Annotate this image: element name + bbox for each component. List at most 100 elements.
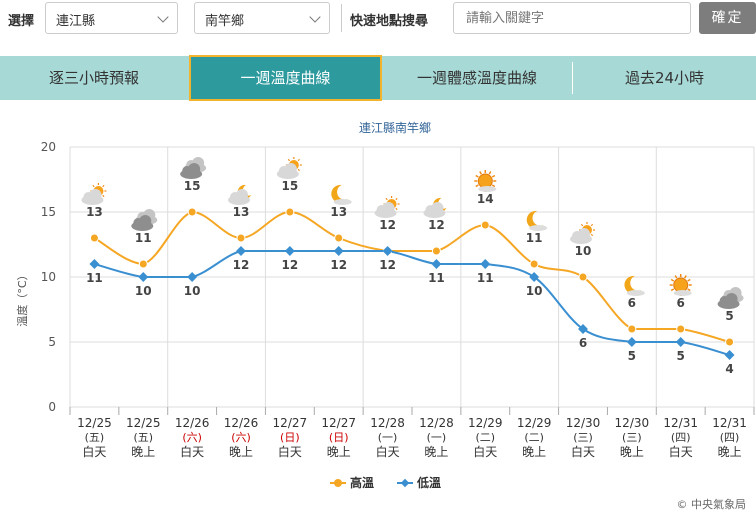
high-temperature-point — [578, 272, 588, 282]
low-temperature-point — [284, 246, 295, 256]
x-tick-period: 晚上 — [620, 445, 644, 459]
x-tick-weekday: (三) — [622, 431, 642, 444]
high-temperature-point — [334, 233, 344, 243]
high-temperature-point — [89, 233, 99, 243]
low-temperature-label: 12 — [379, 258, 396, 272]
tab-past-24-hours[interactable]: 過去24小時 — [624, 69, 705, 87]
legend-label: 低溫 — [416, 475, 441, 490]
high-temperature-label: 13 — [330, 205, 347, 219]
high-temperature-point — [480, 220, 490, 230]
low-temperature-label: 11 — [86, 271, 103, 285]
legend-label: 高溫 — [350, 475, 374, 490]
county-select[interactable]: 連江縣 — [45, 2, 178, 34]
low-temperature-point — [236, 246, 246, 256]
sun-icon — [669, 274, 692, 296]
high-temperature-point — [627, 324, 637, 334]
moon-icon — [624, 275, 645, 296]
credit-text: © 中央氣象局 — [676, 498, 747, 511]
high-temperature-label: 15 — [282, 179, 299, 193]
low-temperature-label: 12 — [330, 258, 347, 272]
x-tick-period: 晚上 — [327, 445, 351, 459]
x-tick-period: 白天 — [278, 444, 302, 459]
select-label: 選擇 — [8, 14, 35, 29]
sun-icon — [474, 170, 497, 192]
low-temperature-point — [431, 259, 442, 269]
low-temperature-point — [333, 246, 344, 256]
x-tick-date: 12/27 — [321, 416, 356, 430]
x-tick-date: 12/27 — [273, 416, 308, 430]
high-temperature-label: 12 — [428, 218, 445, 232]
sun-cloud-icon — [276, 157, 302, 179]
x-tick-weekday: (三) — [573, 431, 593, 444]
low-temperature-point — [480, 259, 491, 269]
x-tick-weekday: (二) — [524, 431, 544, 444]
y-tick-label: 20 — [41, 140, 56, 154]
x-tick-period: 白天 — [82, 444, 106, 459]
sun-cloud-icon — [81, 183, 107, 205]
low-temperature-point — [138, 272, 149, 282]
x-tick-date: 12/25 — [126, 416, 161, 430]
high-temperature-label: 15 — [184, 179, 201, 193]
low-temperature-label: 10 — [184, 284, 201, 298]
x-tick-period: 晚上 — [718, 445, 742, 459]
moon-icon — [526, 210, 548, 231]
township-select-value: 南竿鄉 — [205, 14, 245, 29]
low-temperature-label: 5 — [628, 349, 636, 363]
high-temperature-label: 11 — [526, 231, 543, 245]
x-tick-period: 白天 — [473, 444, 497, 459]
tab-3hour-forecast[interactable]: 逐三小時預報 — [48, 69, 139, 87]
low-temperature-point — [578, 324, 588, 334]
x-tick-period: 白天 — [376, 444, 400, 459]
x-tick-date: 12/25 — [77, 416, 112, 430]
high-temperature-label: 12 — [379, 218, 396, 232]
confirm-button[interactable]: 確定 — [699, 2, 756, 34]
y-tick-label: 5 — [48, 335, 56, 349]
high-temperature-point — [187, 207, 197, 217]
tab-divider — [572, 62, 573, 94]
x-tick-date: 12/26 — [175, 416, 210, 430]
x-tick-date: 12/29 — [517, 416, 552, 430]
high-temperature-point — [676, 324, 686, 334]
low-temperature-point — [187, 272, 198, 282]
x-tick-period: 晚上 — [522, 445, 546, 459]
y-tick-label: 10 — [41, 270, 56, 284]
high-temperature-label: 5 — [725, 309, 733, 323]
low-temperature-label: 10 — [526, 284, 543, 298]
county-select-value: 連江縣 — [56, 14, 96, 29]
high-temperature-label: 13 — [86, 205, 103, 219]
high-temperature-point — [236, 233, 246, 243]
low-temperature-label: 10 — [135, 284, 152, 298]
search-input[interactable] — [453, 2, 691, 34]
high-temperature-point — [138, 259, 148, 269]
x-tick-date: 12/30 — [615, 416, 650, 430]
township-select[interactable]: 南竿鄉 — [194, 2, 330, 34]
x-tick-weekday: (六) — [182, 431, 202, 444]
tab-weekly-temperature[interactable]: 一週溫度曲線 — [189, 55, 382, 101]
x-tick-date: 12/31 — [663, 416, 698, 430]
x-tick-weekday: (六) — [231, 431, 251, 444]
low-temperature-label: 5 — [677, 349, 685, 363]
low-temperature-label: 12 — [282, 258, 299, 272]
low-temperature-point — [529, 272, 540, 282]
low-temperature-label: 11 — [428, 271, 445, 285]
x-tick-period: 晚上 — [424, 445, 448, 459]
low-temperature-label: 11 — [477, 271, 494, 285]
moon-icon — [331, 184, 352, 205]
x-tick-date: 12/29 — [468, 416, 503, 430]
high-temperature-point — [431, 246, 441, 256]
tab-weekly-apparent-temperature[interactable]: 一週體感溫度曲線 — [416, 69, 537, 87]
x-tick-weekday: (日) — [329, 431, 349, 444]
x-tick-date: 12/28 — [370, 416, 405, 430]
toolbar-divider — [341, 4, 342, 32]
high-temperature-point — [529, 259, 539, 269]
x-tick-period: 晚上 — [131, 445, 155, 459]
chart-title: 連江縣南竿鄉 — [359, 120, 431, 135]
x-tick-weekday: (二) — [475, 431, 495, 444]
cloud-icon — [180, 157, 207, 179]
low-temperature-label: 12 — [233, 258, 250, 272]
high-temperature-label: 10 — [575, 244, 592, 258]
y-tick-label: 15 — [41, 205, 56, 219]
x-tick-date: 12/26 — [224, 416, 259, 430]
low-temperature-label: 6 — [579, 336, 587, 350]
